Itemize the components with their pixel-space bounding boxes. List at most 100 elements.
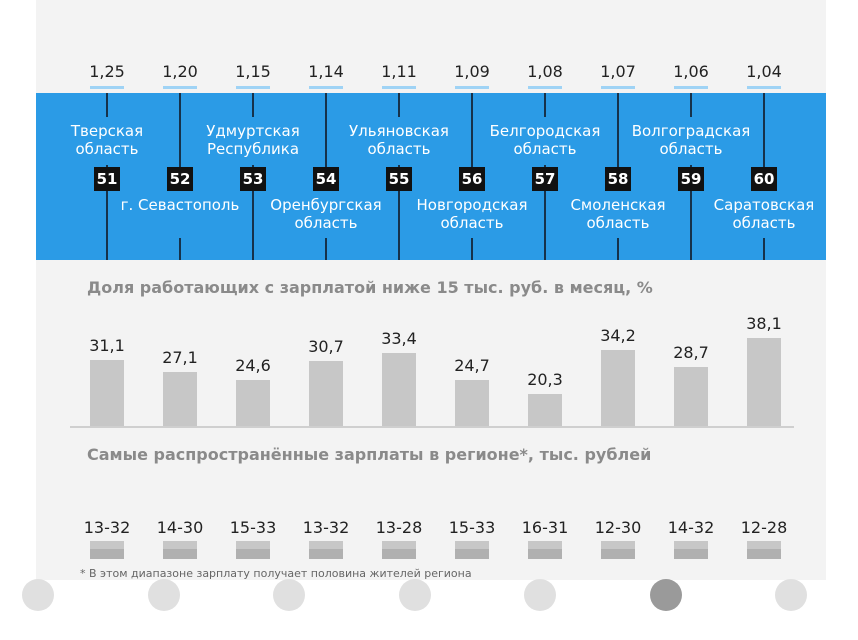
rank-badge: 53 bbox=[240, 167, 266, 191]
salary-range-bar bbox=[601, 541, 635, 559]
salary-range-bar bbox=[747, 541, 781, 559]
salary-range-bar bbox=[528, 541, 562, 559]
salary-range-bar-bottom bbox=[236, 549, 270, 559]
rank-badge: 60 bbox=[751, 167, 777, 191]
bar bbox=[309, 361, 343, 426]
salary-range-bar-bottom bbox=[674, 549, 708, 559]
bar-value-label: 38,1 bbox=[746, 313, 782, 333]
salary-range-bar-top bbox=[528, 541, 562, 549]
bar-value-label: 24,7 bbox=[454, 355, 490, 375]
salary-range-bar-top bbox=[455, 541, 489, 549]
pagination-dot[interactable] bbox=[649, 579, 682, 611]
rank-badge: 59 bbox=[678, 167, 704, 191]
salary-range-bar-bottom bbox=[455, 549, 489, 559]
rank-badge: 51 bbox=[94, 167, 120, 191]
footnote: * В этом диапазоне зарплату получает пол… bbox=[80, 567, 472, 580]
connector-gap bbox=[179, 190, 181, 238]
bar bbox=[455, 379, 489, 426]
pagination-dot[interactable] bbox=[22, 579, 54, 611]
index-value: 1,20 bbox=[162, 62, 198, 81]
salary-range-label: 15-33 bbox=[448, 518, 496, 537]
salary-range-bar-bottom bbox=[382, 549, 416, 559]
salary-range-bar-bottom bbox=[528, 549, 562, 559]
salary-range-bar bbox=[382, 541, 416, 559]
pagination-dot[interactable] bbox=[775, 579, 807, 611]
bar-value-label: 30,7 bbox=[308, 337, 344, 356]
rank-badge: 54 bbox=[313, 167, 339, 191]
bar-chart-baseline bbox=[70, 426, 794, 428]
pagination-dot[interactable] bbox=[273, 579, 305, 611]
salary-range-bar-top bbox=[601, 541, 635, 549]
connector-gap bbox=[690, 117, 692, 165]
index-underline bbox=[747, 86, 781, 89]
region-name: Новгородская область bbox=[416, 196, 528, 232]
salary-range-bar-top bbox=[90, 541, 124, 549]
index-value: 1,25 bbox=[89, 62, 125, 81]
bar bbox=[163, 372, 197, 426]
bar bbox=[90, 359, 124, 426]
bar bbox=[601, 350, 635, 426]
connector-gap bbox=[544, 117, 546, 165]
region-name: Белгородская область bbox=[489, 122, 601, 158]
pagination-dot[interactable] bbox=[398, 579, 431, 611]
range-chart-title: Самые распространённые зарплаты в регион… bbox=[87, 445, 652, 464]
rank-badge: 52 bbox=[167, 167, 193, 191]
region-name: Ульяновская область bbox=[349, 122, 449, 158]
index-value: 1,14 bbox=[308, 62, 344, 81]
connector-gap bbox=[325, 190, 327, 238]
salary-range-bar-top bbox=[747, 541, 781, 549]
index-underline bbox=[674, 86, 708, 89]
bar-value-label: 27,1 bbox=[162, 348, 198, 368]
salary-range-bar bbox=[90, 541, 124, 559]
bar-value-label: 31,1 bbox=[89, 335, 125, 355]
connector-gap bbox=[252, 117, 254, 165]
index-underline bbox=[528, 86, 562, 89]
index-underline bbox=[382, 86, 416, 89]
rank-badge: 55 bbox=[386, 167, 412, 191]
region-name: Тверская область bbox=[70, 122, 144, 158]
index-value: 1,06 bbox=[673, 62, 709, 81]
bar-value-label: 28,7 bbox=[673, 343, 709, 363]
salary-range-bar bbox=[455, 541, 489, 559]
salary-range-bar-top bbox=[309, 541, 343, 549]
bar-value-label: 34,2 bbox=[600, 326, 636, 345]
index-underline bbox=[601, 86, 635, 89]
index-underline bbox=[236, 86, 270, 89]
salary-range-label: 12-28 bbox=[740, 518, 788, 537]
connector-gap bbox=[617, 190, 619, 238]
rank-badge: 57 bbox=[532, 167, 558, 191]
bar-value-label: 24,6 bbox=[235, 356, 271, 376]
salary-range-bar-top bbox=[674, 541, 708, 549]
bar bbox=[382, 352, 416, 426]
index-underline bbox=[163, 86, 197, 89]
bar bbox=[747, 337, 781, 426]
rank-badge: 56 bbox=[459, 167, 485, 191]
bar bbox=[236, 380, 270, 426]
salary-range-bar-top bbox=[236, 541, 270, 549]
pagination-dot[interactable] bbox=[524, 579, 556, 611]
region-name: Оренбургская область bbox=[270, 196, 382, 232]
pagination-dot[interactable] bbox=[147, 579, 180, 611]
salary-range-bar-bottom bbox=[747, 549, 781, 559]
salary-range-label: 13-28 bbox=[375, 518, 423, 537]
salary-range-label: 15-33 bbox=[229, 518, 277, 537]
bar bbox=[528, 393, 562, 426]
index-underline bbox=[455, 86, 489, 89]
index-value: 1,08 bbox=[527, 62, 563, 81]
index-value: 1,15 bbox=[235, 62, 271, 81]
salary-range-label: 14-32 bbox=[667, 518, 715, 537]
connector-gap bbox=[106, 117, 108, 165]
bar bbox=[674, 367, 708, 426]
salary-range-label: 13-32 bbox=[83, 518, 131, 537]
bar-value-label: 20,3 bbox=[527, 369, 563, 389]
index-underline bbox=[90, 86, 124, 89]
region-name: Волгоградская область bbox=[631, 122, 751, 158]
salary-range-bar-bottom bbox=[601, 549, 635, 559]
bar-value-label: 33,4 bbox=[381, 328, 417, 348]
salary-range-bar bbox=[236, 541, 270, 559]
index-value: 1,04 bbox=[746, 62, 782, 81]
salary-range-label: 14-30 bbox=[156, 518, 204, 537]
salary-range-bar-top bbox=[163, 541, 197, 549]
rank-badge: 58 bbox=[605, 167, 631, 191]
